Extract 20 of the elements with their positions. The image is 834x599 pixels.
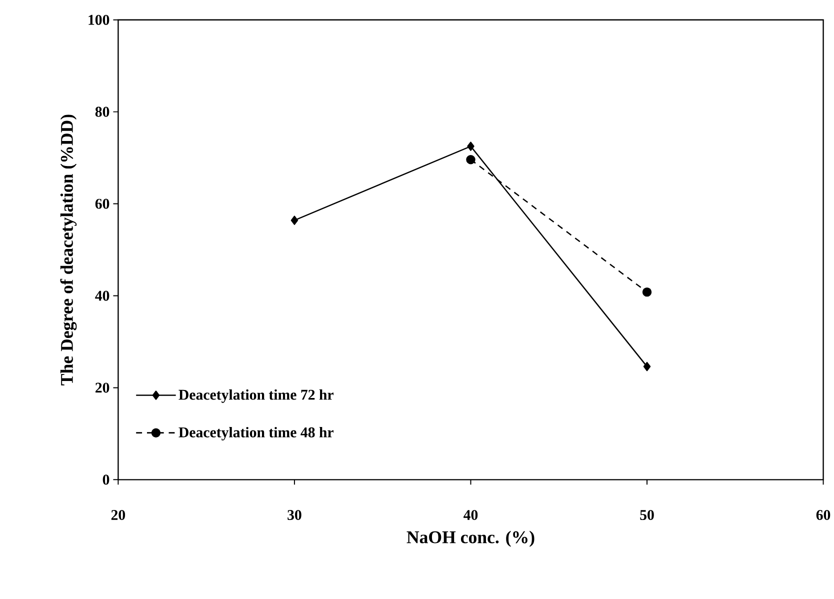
y-tick-label: 100: [88, 14, 110, 25]
x-tick-label: 50: [640, 510, 654, 520]
point: [467, 142, 474, 151]
y-tick-label: 60: [95, 198, 110, 209]
point: [466, 155, 476, 164]
y-tick-label: 0: [102, 474, 110, 485]
point: [290, 216, 298, 226]
x-tick-label: 40: [464, 510, 478, 520]
point: [642, 288, 652, 297]
x-tick-label: 30: [288, 510, 302, 520]
y-tick-label: 20: [96, 382, 110, 393]
point: [643, 362, 651, 372]
x-tick-label: 20: [111, 510, 126, 520]
legend-label: Deacetylation time 48 hr: [178, 427, 334, 441]
x-axis-title: NaOH conc. (%): [406, 530, 534, 547]
legend-label: Deacetylation time 72 hr: [178, 389, 334, 403]
y-axis-title: The Degree of deacetylation (%DD): [60, 114, 77, 386]
x-tick-label: 60: [816, 510, 830, 520]
y-tick-label: 40: [95, 290, 110, 301]
y-tick-label: 80: [95, 106, 110, 117]
